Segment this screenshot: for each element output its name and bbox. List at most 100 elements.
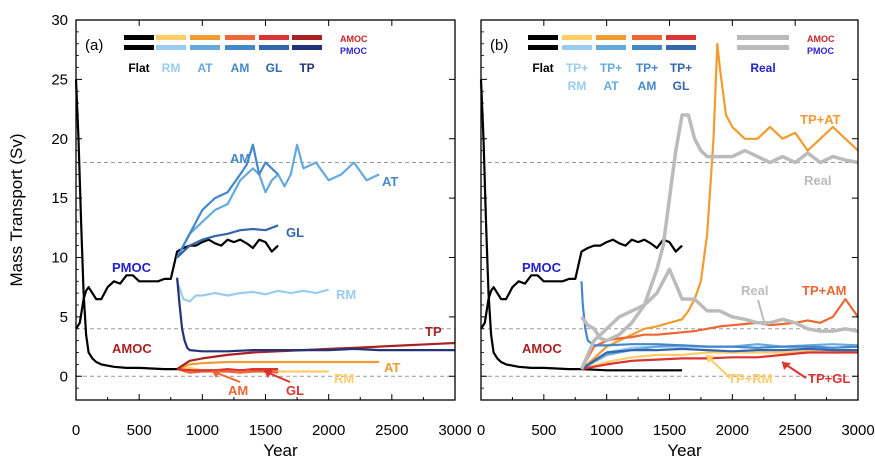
series-line-tp-am-pmoc [580,281,859,349]
annotation-label: TP+AM [802,283,846,298]
series-line-flat-pmoc [480,238,683,330]
y-axis-title: Mass Transport (Sv) [7,133,26,286]
annotation-pointer [757,299,766,326]
annotation-label: Real [741,283,768,298]
series-line-real-amoc [579,267,859,370]
annotation-label: TP+RM [728,371,772,386]
annotation-label: AMOC [522,341,562,356]
legend-label: GL [266,61,283,75]
x-tick-label: 0 [72,422,80,439]
legend-label: TP [299,61,314,75]
legend-swatch-amoc [124,35,154,40]
series-line-am-amoc [176,368,279,374]
panel-a: 0 500 1000 1500 2000 2500 3000 0 5 10 15 20 25 30 Year… [51,12,471,459]
x-tick-label: 500 [531,422,556,439]
series-line-tp-gl-amoc [581,351,858,371]
series-line-tp-gl-pmoc [580,347,858,371]
annotation-label: AT [384,360,400,375]
x-tick-label: 2000 [312,422,345,439]
series-line-gl-amoc [176,368,279,372]
legend-swatch-amoc [190,35,220,40]
annotation-label: RM [334,371,354,386]
legend-swatch-amoc [596,35,626,40]
legend-swatch-pmoc [190,45,220,50]
series-line-gl-pmoc [176,224,279,259]
legend-label: TP+ [566,61,588,75]
y-tick-label: 25 [51,71,68,88]
x-tick-label: 2500 [778,422,811,439]
legend-swatch-amoc [225,35,255,40]
y-tick-label: 0 [60,368,68,385]
legend-amoc-label: AMOC [807,34,835,44]
series-line-tp-amoc [176,341,456,371]
series-line-rm-pmoc [176,280,329,303]
legend-swatch-pmoc [292,45,322,50]
x-tick-label: 1000 [590,422,623,439]
series-line-flat-amoc [74,79,279,372]
x-axis-title: Year [667,441,702,459]
series-line-real-pmoc [580,113,859,343]
annotation-label: PMOC [522,260,562,275]
x-tick-label: 3000 [438,422,471,439]
legend-label: Flat [128,61,149,75]
series-line-flat-pmoc [75,238,279,330]
annotation-label: PMOC [112,260,152,275]
arrow-head [706,355,715,363]
legend-pmoc-label: PMOC [807,46,835,56]
legend-swatch-amoc [632,35,662,40]
legend-swatch-pmoc [259,45,289,50]
series-line-tp-rm-amoc [581,350,859,371]
annotation-label: GL [286,225,304,240]
x-tick-label: 1500 [249,422,282,439]
series-line-tp-pmoc [176,277,455,353]
legend-label: AT [603,79,619,93]
y-tick-label: 20 [51,131,68,148]
annotation-label: AM [230,151,250,166]
legend-amoc-label: AMOC [340,34,368,44]
y-tick-label: 30 [51,12,68,29]
panel-label: (b) [490,37,508,54]
legend-pmoc-label: PMOC [340,46,368,56]
x-tick-label: 2500 [375,422,408,439]
x-tick-label: 2000 [716,422,749,439]
arrow-head [782,362,791,370]
annotation-label: AM [228,383,248,398]
legend-swatch-pmoc [632,45,662,50]
annotation-label: Real [804,173,831,188]
legend-label: Real [750,61,775,75]
legend-label: RM [568,79,587,93]
legend-swatch-amoc [666,35,696,40]
annotation-label: TP [425,324,442,339]
y-tick-label: 10 [51,250,68,267]
legend-label: GL [673,79,690,93]
legend-swatch-pmoc [124,45,154,50]
x-tick-label: 0 [477,422,485,439]
legend-swatch-pmoc [596,45,626,50]
legend-swatch-pmoc [156,45,186,50]
series-line-tp-at-amoc [580,42,859,370]
panel-label: (a) [85,37,103,54]
legend-label: TP+ [600,61,622,75]
legend-swatch-pmoc [562,45,592,50]
legend-swatch-amoc [259,35,289,40]
x-axis-title: Year [263,441,298,459]
x-tick-label: 3000 [841,422,874,439]
series-line-at-amoc [176,360,380,371]
x-tick-label: 1000 [186,422,219,439]
x-tick-label: 1500 [653,422,686,439]
legend-swatch-amoc [737,35,789,40]
legend-swatch-pmoc [737,45,789,50]
legend-label: AM [638,79,657,93]
series-line-flat-amoc [479,79,683,372]
annotation-label: GL [286,383,304,398]
legend-label: TP+ [670,61,692,75]
legend-swatch-amoc [292,35,322,40]
annotation-label: AMOC [112,341,152,356]
legend-label: Flat [532,61,553,75]
legend-swatch-amoc [156,35,186,40]
arrow-head [264,370,273,378]
x-tick-label: 500 [127,422,152,439]
arrow-head [212,370,221,378]
legend-swatch-amoc [528,35,558,40]
